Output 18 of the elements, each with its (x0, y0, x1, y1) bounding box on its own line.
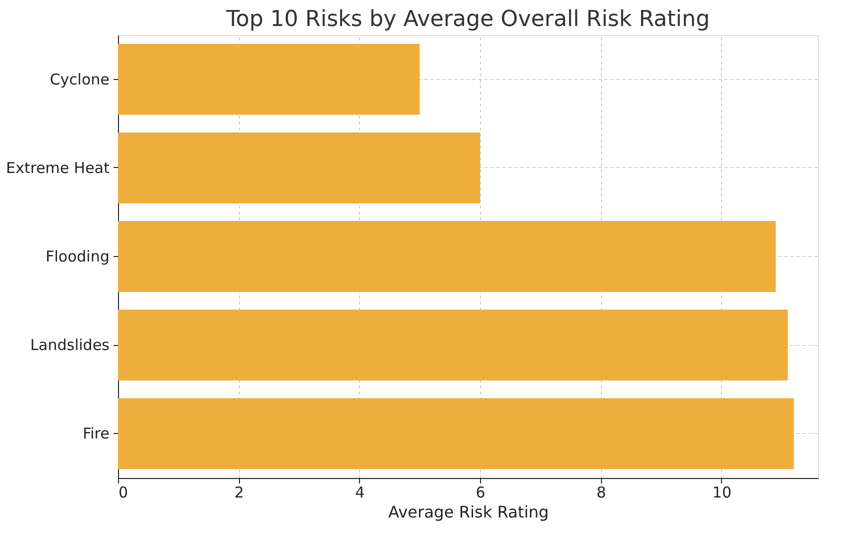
x-tick-label: 2 (234, 484, 244, 502)
y-tick-label: Landslides (30, 336, 110, 354)
x-tick-label: 4 (355, 484, 365, 502)
bar (118, 132, 480, 204)
x-axis-title: Average Risk Rating (388, 502, 549, 522)
bar (118, 310, 788, 381)
bar (118, 44, 420, 115)
x-tick-label: 8 (596, 484, 606, 502)
x-tick-label: 10 (712, 484, 732, 502)
y-tick-label: Cyclone (50, 70, 110, 88)
chart-title: Top 10 Risks by Average Overall Risk Rating (225, 7, 710, 32)
y-tick-label: Extreme Heat (6, 158, 110, 177)
bar (118, 221, 776, 292)
x-tick-label: 6 (476, 484, 486, 502)
bar (118, 398, 794, 470)
y-tick-label: Fire (82, 424, 110, 443)
y-tick-label: Flooding (46, 248, 110, 266)
x-tick-label: 0 (118, 484, 128, 502)
